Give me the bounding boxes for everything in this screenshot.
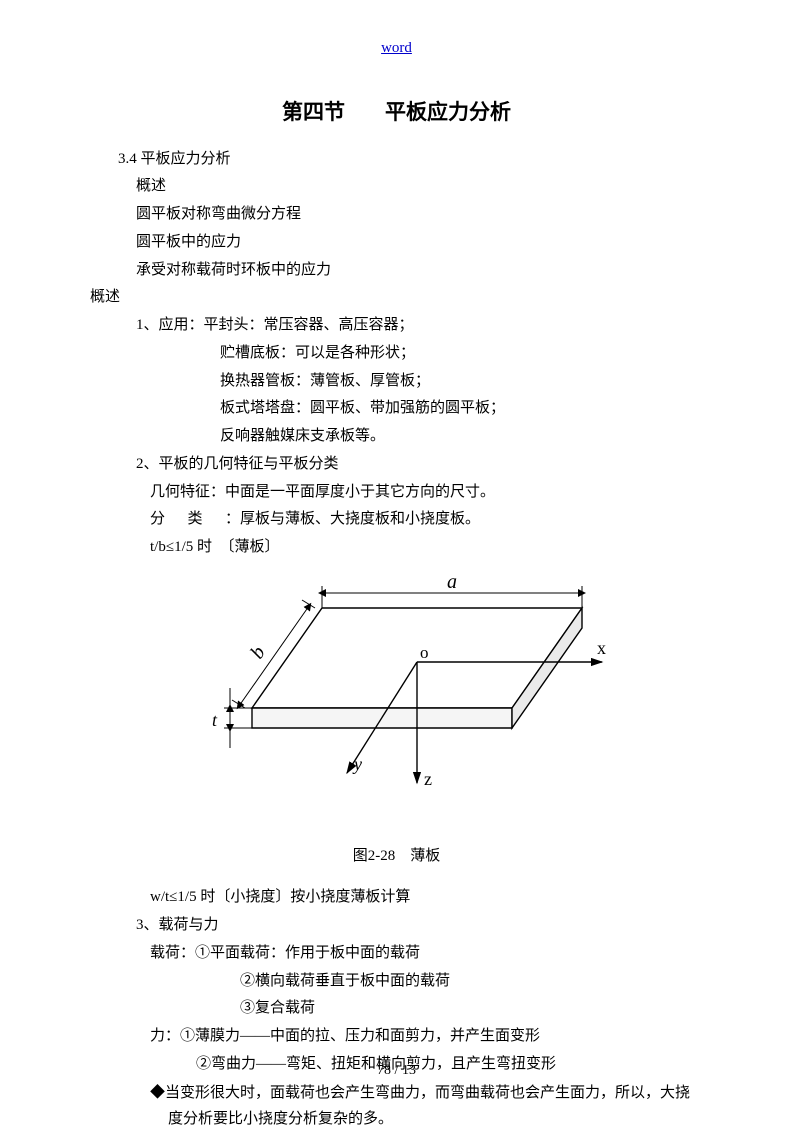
toc-item: 圆平板中的应力 <box>90 229 703 257</box>
section3-heading: 3、载荷与力 <box>90 912 703 940</box>
section1-line: 板式塔塔盘：圆平板、带加强筋的圆平板； <box>90 395 703 423</box>
overview-label: 概述 <box>90 284 703 312</box>
toc-heading: 3.4 平板应力分析 <box>90 146 703 174</box>
section3-note2: 度分析要比小挠度分析复杂的多。 <box>90 1106 703 1134</box>
section2-classify: 分类：厚板与薄板、大挠度板和小挠度板。 <box>90 506 703 534</box>
header-link[interactable]: word <box>90 35 703 63</box>
fig-label-y: y <box>352 754 362 774</box>
classify-text: ：厚板与薄板、大挠度板和小挠度板。 <box>225 511 480 527</box>
section3-load-line: ②横向载荷垂直于板中面的载荷 <box>90 968 703 996</box>
title-main: 平板应力分析 <box>385 100 511 124</box>
section1-line: 反响器触媒床支承板等。 <box>90 423 703 451</box>
fig-label-x: x <box>597 638 606 658</box>
classify-label: 分类 <box>150 511 225 527</box>
section3-load-line: ③复合载荷 <box>90 995 703 1023</box>
section3-force-label: 力：①薄膜力——中面的拉、压力和面剪力，并产生面变形 <box>90 1023 703 1051</box>
toc-item: 概述 <box>90 173 703 201</box>
section1-line: 贮槽底板：可以是各种形状； <box>90 340 703 368</box>
after-figure-note: w/t≤1/5 时〔小挠度〕按小挠度薄板计算 <box>90 884 703 912</box>
section2-ratio: t/b≤1/5 时 〔薄板〕 <box>90 534 703 562</box>
section3-load-label: 载荷：①平面载荷：作用于板中面的载荷 <box>90 940 703 968</box>
page-title: 第四节 平板应力分析 <box>90 93 703 132</box>
page-current: 78 <box>377 1063 391 1078</box>
fig-label-b: b <box>246 642 270 663</box>
section1-heading: 1、应用：平封头：常压容器、高压容器； <box>90 312 703 340</box>
toc-item: 承受对称载荷时环板中的应力 <box>90 257 703 285</box>
page-total: 13 <box>402 1063 416 1078</box>
fig-label-a: a <box>447 571 457 593</box>
figure-thin-plate: a b t o x y z <box>90 568 703 839</box>
fig-label-o: o <box>420 643 429 662</box>
figure-caption: 图2-28 薄板 <box>90 843 703 871</box>
section2-heading: 2、平板的几何特征与平板分类 <box>90 451 703 479</box>
page-number: 78 / 13 <box>0 1058 793 1084</box>
section2-geo: 几何特征：中面是一平面厚度小于其它方向的尺寸。 <box>90 479 703 507</box>
fig-label-t: t <box>212 710 218 730</box>
title-prefix: 第四节 <box>282 100 345 124</box>
fig-label-z: z <box>424 769 432 789</box>
toc-item: 圆平板对称弯曲微分方程 <box>90 201 703 229</box>
section1-line: 换热器管板：薄管板、厚管板； <box>90 368 703 396</box>
